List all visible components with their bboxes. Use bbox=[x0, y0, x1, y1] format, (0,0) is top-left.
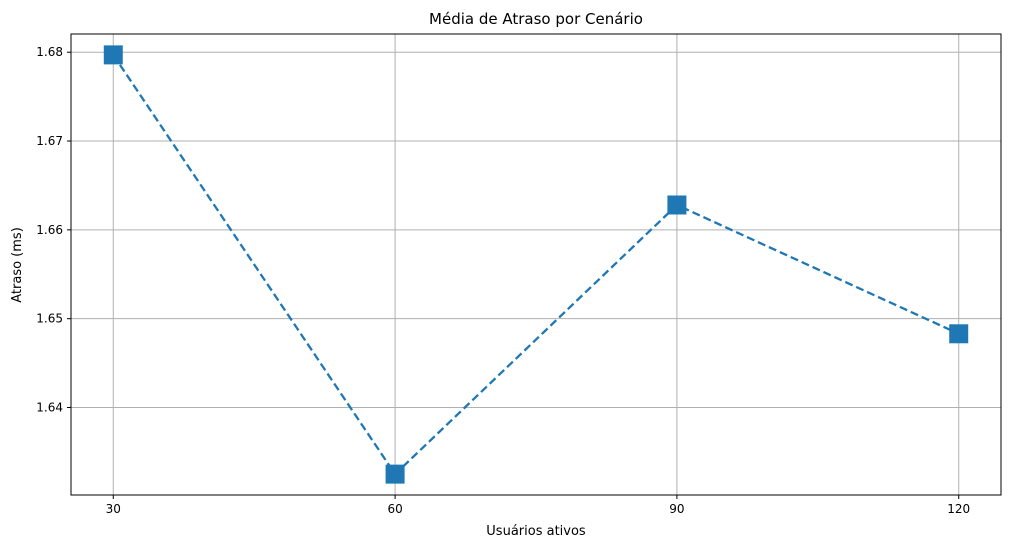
chart-title: Média de Atraso por Cenário bbox=[429, 10, 643, 28]
y-tick-label: 1.65 bbox=[36, 312, 63, 326]
y-tick-label: 1.64 bbox=[36, 401, 63, 415]
x-axis-label: Usuários ativos bbox=[486, 524, 586, 539]
series-line bbox=[112, 54, 960, 476]
data-point bbox=[667, 195, 687, 215]
x-tick-label: 90 bbox=[669, 502, 684, 516]
x-tick-label: 120 bbox=[947, 502, 970, 516]
data-point bbox=[103, 45, 123, 65]
data-point bbox=[385, 464, 405, 484]
data-point bbox=[949, 324, 969, 344]
x-axis: 30 60 90 120 bbox=[106, 495, 970, 516]
y-axis: 1.64 1.65 1.66 1.67 1.68 bbox=[36, 45, 71, 415]
y-axis-label: Atraso (ms) bbox=[10, 227, 25, 303]
series bbox=[103, 45, 969, 484]
grid bbox=[71, 34, 1001, 495]
y-tick-label: 1.68 bbox=[36, 45, 63, 59]
x-tick-label: 60 bbox=[387, 502, 402, 516]
plot-frame bbox=[70, 33, 1002, 496]
x-tick-label: 30 bbox=[106, 502, 121, 516]
y-tick-label: 1.67 bbox=[36, 134, 63, 148]
y-tick-label: 1.66 bbox=[36, 223, 63, 237]
